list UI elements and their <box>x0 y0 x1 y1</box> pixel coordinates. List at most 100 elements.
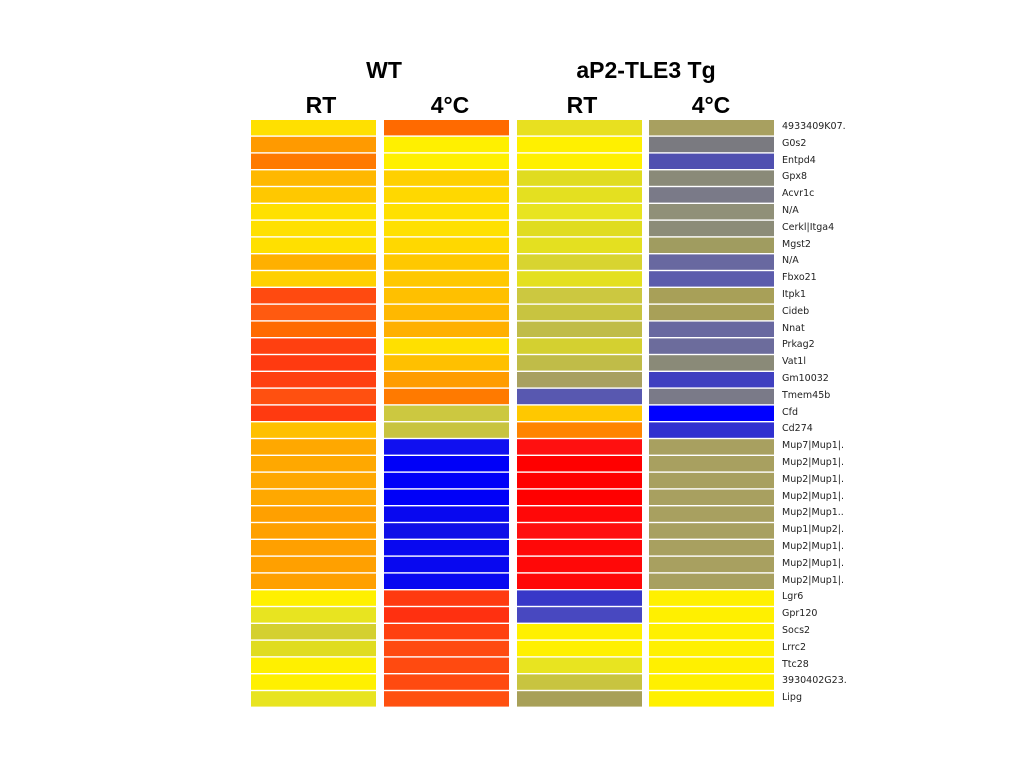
heatmap-cell <box>251 237 376 253</box>
heatmap-cell <box>649 136 774 153</box>
heatmap-cell <box>649 540 774 556</box>
row-label: Cd274 <box>782 423 813 435</box>
heatmap-cell <box>649 237 774 253</box>
heatmap-cell <box>517 220 642 237</box>
heatmap-cell <box>384 523 509 539</box>
heatmap-cell <box>517 304 642 321</box>
heatmap-cell <box>517 254 642 270</box>
heatmap-cell <box>517 153 642 169</box>
heatmap-cell <box>384 456 509 472</box>
heatmap-cell <box>251 304 376 321</box>
row-label: Mup1|Mup2|. <box>782 524 845 536</box>
heatmap-cell <box>251 136 376 153</box>
heatmap-cell <box>517 237 642 253</box>
heatmap-cell <box>517 439 642 455</box>
heatmap-cell <box>517 355 642 371</box>
row-label: Cerkl|Itga4 <box>782 221 835 233</box>
heatmap-cell <box>384 590 509 606</box>
heatmap-cell <box>517 338 642 354</box>
row-label: Acvr1c <box>782 188 815 200</box>
row-label: N/A <box>782 255 799 267</box>
row-label: Mup2|Mup1|. <box>782 541 845 552</box>
heatmap-cell <box>251 338 376 354</box>
row-label: Mup2|Mup1|. <box>782 490 845 502</box>
heatmap-cell <box>517 388 642 405</box>
heatmap-cell <box>251 439 376 455</box>
row-label: G0s2 <box>782 137 807 149</box>
row-label: Mgst2 <box>782 238 811 250</box>
row-label: Socs2 <box>782 625 811 636</box>
heatmap-cell <box>649 170 774 186</box>
row-label: Lrrc2 <box>782 641 806 653</box>
heatmap-cell <box>649 338 774 354</box>
heatmap-cell <box>384 187 509 203</box>
heatmap-cell <box>384 489 509 505</box>
heatmap-cell <box>384 170 509 186</box>
row-label: Mup2|Mup1|. <box>782 457 845 468</box>
row-label: Lipg <box>782 692 802 704</box>
heatmap-cell <box>251 640 376 657</box>
row-label: Ttc28 <box>782 658 809 670</box>
heatmap-cell <box>384 288 509 304</box>
heatmap-cell <box>384 220 509 237</box>
heatmap-cell <box>517 674 642 690</box>
heatmap-cell <box>251 422 376 438</box>
heatmap-cell <box>649 120 774 136</box>
heatmap-cell <box>251 624 376 640</box>
heatmap-cell <box>649 321 774 337</box>
heatmap-cell <box>649 288 774 304</box>
heatmap-cell <box>384 624 509 640</box>
heatmap-cell <box>384 120 509 136</box>
row-label: 3930402G23. <box>782 675 847 687</box>
heatmap-cell <box>649 388 774 405</box>
heatmap-cell <box>384 355 509 371</box>
heatmap-cell <box>251 691 376 707</box>
row-label: Fbxo21 <box>782 272 817 284</box>
heatmap-cell <box>384 422 509 438</box>
heatmap-cell <box>384 136 509 153</box>
heatmap-cell <box>649 624 774 640</box>
heatmap-cell <box>517 590 642 606</box>
row-label: Lgr6 <box>782 591 804 603</box>
row-label: Prkag2 <box>782 339 815 351</box>
row-label: Tmem45b <box>782 389 831 401</box>
heatmap-cell <box>517 540 642 556</box>
heatmap-cell <box>251 170 376 186</box>
heatmap-cell <box>517 472 642 489</box>
heatmap-cell <box>517 422 642 438</box>
heatmap-cell <box>517 640 642 657</box>
row-label: Itpk1 <box>782 289 807 300</box>
heatmap-cell <box>251 220 376 237</box>
heatmap-cell <box>251 405 376 421</box>
heatmap-cell <box>251 540 376 556</box>
heatmap-cell <box>251 153 376 169</box>
heatmap-cell <box>384 321 509 337</box>
heatmap-cell <box>517 372 642 388</box>
heatmap-cell <box>384 338 509 354</box>
heatmap-cell <box>384 388 509 405</box>
heatmap-cell <box>649 254 774 270</box>
heatmap-cell <box>649 304 774 321</box>
heatmap-cell <box>517 187 642 203</box>
heatmap-cell <box>649 640 774 657</box>
heatmap-cell <box>384 372 509 388</box>
heatmap-cell <box>251 355 376 371</box>
heatmap-cell <box>251 556 376 573</box>
row-label: 4933409K07. <box>782 121 846 132</box>
heatmap-cell <box>251 120 376 136</box>
row-label: Gm10032 <box>782 373 829 384</box>
heatmap-cell <box>251 288 376 304</box>
heatmap-cell <box>517 170 642 186</box>
row-label: Nnat <box>782 322 805 334</box>
heatmap-cell <box>251 657 376 673</box>
heatmap-cell <box>251 187 376 203</box>
heatmap-cell <box>649 439 774 455</box>
heatmap-cell <box>251 573 376 589</box>
heatmap-cell <box>251 590 376 606</box>
heatmap-cell <box>384 691 509 707</box>
heatmap-cell <box>649 422 774 438</box>
heatmap-cell <box>649 355 774 371</box>
row-label: Mup2|Mup1|. <box>782 574 845 586</box>
heatmap-cell <box>384 237 509 253</box>
